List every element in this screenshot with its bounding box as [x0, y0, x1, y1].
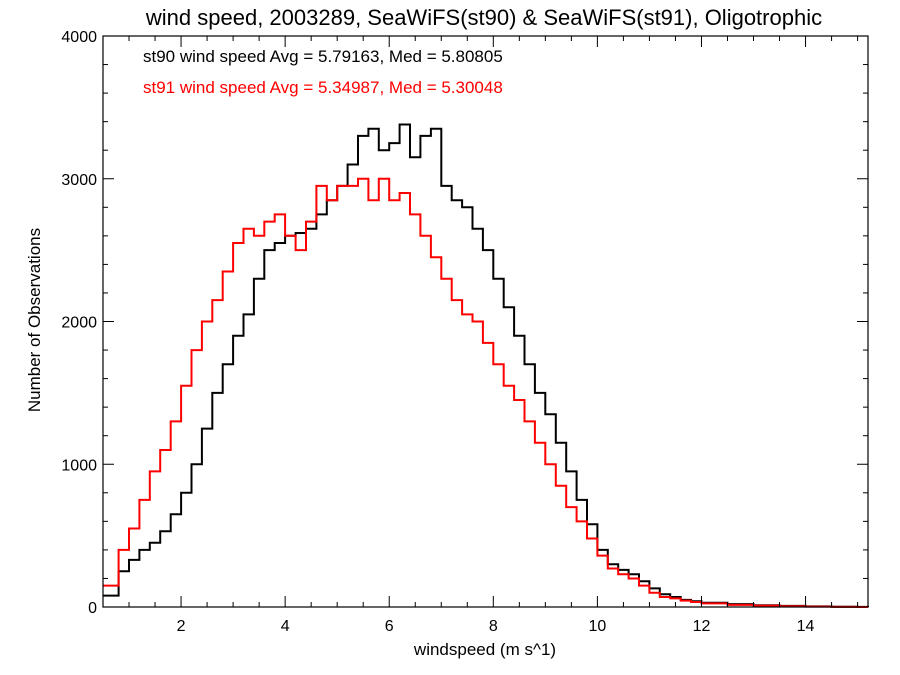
y-axis-label: Number of Observations — [25, 228, 44, 412]
x-tick-label: 4 — [281, 618, 290, 635]
legend-entry-st90: st90 wind speed Avg = 5.79163, Med = 5.8… — [143, 47, 503, 66]
x-tick-label: 12 — [693, 618, 711, 635]
y-tick-label: 2000 — [61, 315, 97, 332]
chart-title: wind speed, 2003289, SeaWiFS(st90) & Sea… — [145, 5, 822, 30]
x-tick-label: 14 — [797, 618, 815, 635]
series-line-st90 — [103, 123, 869, 608]
axis-ticks: 2 4 6 8 10 12 14 0 1000 2000 3000 4000 — [61, 29, 868, 635]
y-tick-label: 4000 — [61, 29, 97, 46]
series-line-st91 — [103, 177, 868, 608]
x-tick-label: 6 — [385, 618, 394, 635]
x-tick-label: 10 — [588, 618, 606, 635]
plot-frame — [102, 35, 869, 608]
x-axis-label: windspeed (m s^1) — [413, 640, 556, 659]
legend-entry-st91: st91 wind speed Avg = 5.34987, Med = 5.3… — [143, 78, 503, 97]
y-tick-label: 3000 — [61, 172, 97, 189]
x-tick-label: 8 — [489, 618, 498, 635]
x-tick-label: 2 — [177, 618, 186, 635]
y-tick-label: 1000 — [61, 457, 97, 474]
legend: st90 wind speed Avg = 5.79163, Med = 5.8… — [143, 47, 503, 97]
series-layer — [103, 123, 869, 608]
y-tick-label: 0 — [88, 600, 97, 617]
